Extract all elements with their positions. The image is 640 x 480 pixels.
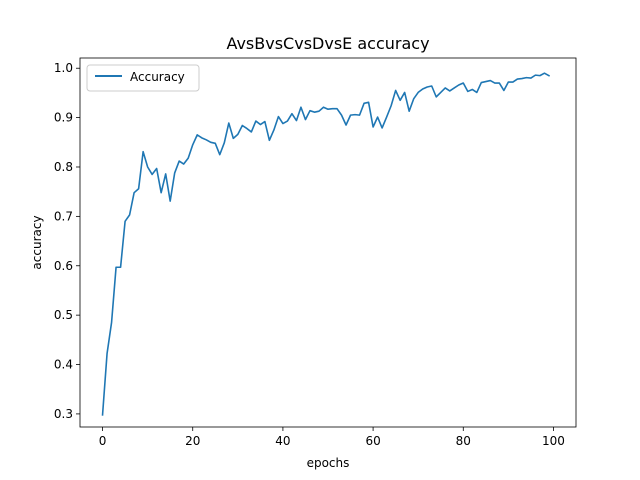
x-tick-label: 0 [99, 434, 107, 448]
y-tick-label: 0.7 [54, 209, 73, 223]
x-axis-label: epochs [307, 456, 350, 470]
y-tick-label: 0.5 [54, 308, 73, 322]
x-tick-label: 60 [365, 434, 380, 448]
y-tick-label: 0.3 [54, 407, 73, 421]
y-tick-label: 0.9 [54, 111, 73, 125]
x-tick-label: 100 [542, 434, 565, 448]
plot-area [80, 58, 576, 427]
x-axis: 0 20 40 60 80 100 [99, 427, 565, 448]
chart-title: AvsBvsCvsDvsE accuracy [226, 34, 429, 53]
y-tick-label: 0.6 [54, 259, 73, 273]
y-axis-label: accuracy [30, 215, 44, 269]
legend: Accuracy [86, 64, 200, 92]
legend-label-accuracy: Accuracy [130, 70, 185, 84]
y-tick-label: 0.4 [54, 358, 73, 372]
plot-frame [79, 57, 577, 428]
y-tick-label: 0.8 [54, 160, 73, 174]
legend-box [86, 64, 200, 92]
series-layer [101, 72, 551, 416]
y-tick-label: 1.0 [54, 61, 73, 75]
series-line-accuracy [101, 72, 551, 416]
y-axis: 0.3 0.4 0.5 0.6 0.7 0.8 0.9 1.0 [54, 61, 80, 421]
x-tick-label: 20 [185, 434, 200, 448]
x-tick-label: 40 [275, 434, 290, 448]
x-tick-label: 80 [456, 434, 471, 448]
